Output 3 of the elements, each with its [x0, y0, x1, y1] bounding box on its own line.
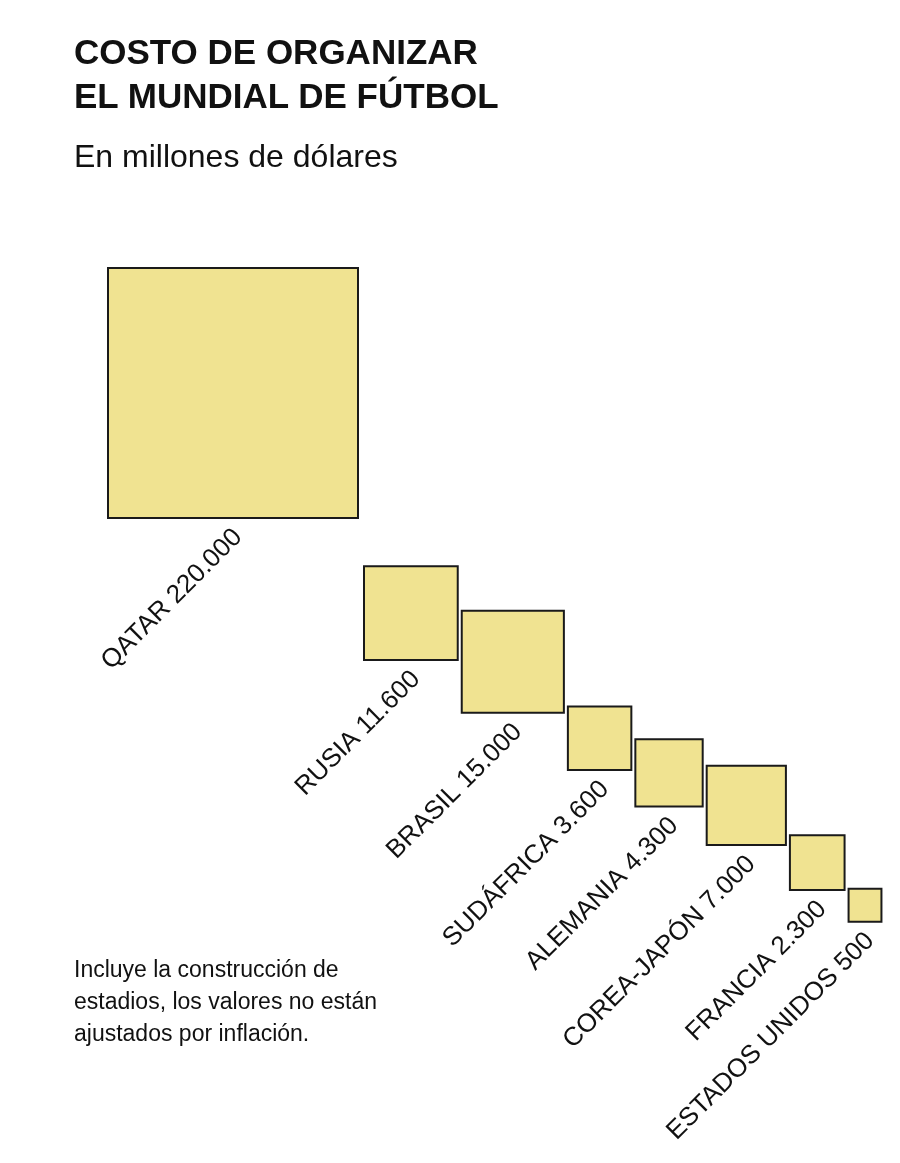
text: COSTO DE ORGANIZAR EL MUNDIAL DE FÚTBOL [74, 31, 500, 117]
text: Incluye la construcción de estadios, los valores no están ajustados por inflación. [74, 955, 378, 1048]
text: En millones de dólares [74, 137, 398, 176]
